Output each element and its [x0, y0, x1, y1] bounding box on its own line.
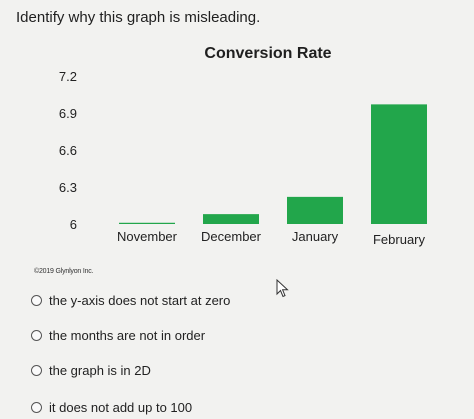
x-category-label: January	[292, 229, 339, 244]
option-add-up-100[interactable]: it does not add up to 100	[31, 400, 192, 415]
y-tick-label: 6.6	[59, 143, 77, 158]
x-category-label: November	[117, 229, 178, 244]
mouse-cursor-icon	[276, 278, 290, 299]
bar-december	[203, 214, 259, 224]
y-tick-label: 6.3	[59, 180, 77, 195]
option-label: the months are not in order	[49, 328, 206, 343]
y-tick-label: 6.9	[59, 106, 77, 121]
chart-svg: Conversion Rate 7.2 6.9 6.6 6.3 6 November Dece…	[59, 45, 427, 247]
radio-button-icon[interactable]	[31, 365, 42, 376]
y-tick-label: 7.2	[59, 69, 77, 84]
option-2d[interactable]: the graph is in 2D	[31, 363, 151, 378]
chart-title: Conversion Rate	[204, 45, 331, 62]
x-category-label: December	[201, 229, 262, 244]
bar-february	[371, 104, 427, 224]
radio-button-icon[interactable]	[31, 330, 42, 341]
radio-button-icon[interactable]	[31, 295, 42, 306]
option-label: it does not add up to 100	[49, 400, 193, 415]
option-months-order[interactable]: the months are not in order	[31, 328, 205, 343]
question-text: Identify why this graph is misleading.	[16, 9, 261, 26]
option-label: the y-axis does not start at zero	[49, 293, 231, 308]
y-tick-label: 6	[70, 217, 77, 232]
x-category-label: February	[373, 232, 426, 247]
bar-chart: Conversion Rate 7.2 6.9 6.6 6.3 6 November Dece…	[0, 36, 474, 266]
option-y-axis[interactable]: the y-axis does not start at zero	[31, 293, 230, 308]
option-label: the graph is in 2D	[49, 363, 151, 378]
radio-button-icon[interactable]	[31, 402, 42, 413]
bar-november	[119, 222, 175, 224]
copyright-text: ©2019 Glynlyon Inc.	[34, 268, 94, 275]
bar-january	[287, 196, 343, 224]
